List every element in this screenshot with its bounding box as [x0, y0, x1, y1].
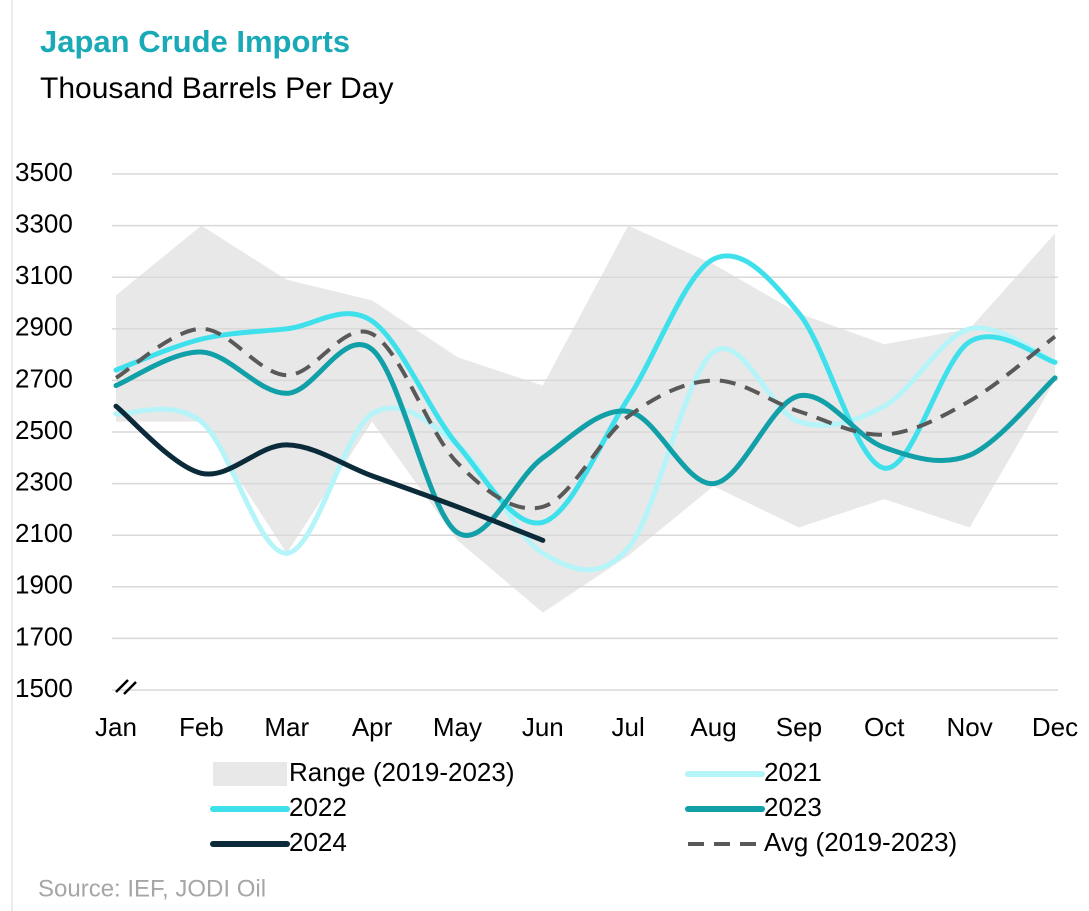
y-tick-label: 1700 — [15, 621, 73, 651]
series-line — [113, 253, 1058, 526]
series-line — [113, 403, 546, 543]
y-tick-label: 2100 — [15, 518, 73, 548]
axis-break — [115, 679, 137, 695]
legend-swatch — [213, 762, 287, 786]
series-line — [113, 325, 1058, 573]
chart-title: Japan Crude Imports — [40, 24, 350, 59]
x-tick-label: Mar — [264, 712, 309, 742]
x-tick-label: Aug — [690, 712, 736, 742]
x-tick-label: Jan — [95, 712, 137, 742]
x-tick-label: Sep — [776, 712, 822, 742]
series-line — [114, 326, 1057, 511]
y-tick-label: 2500 — [15, 415, 73, 445]
legend-label: 2022 — [289, 792, 347, 822]
y-tick-label: 3300 — [15, 208, 73, 238]
legend-label: Avg (2019-2023) — [764, 827, 957, 857]
x-tick-label: Apr — [352, 712, 393, 742]
source: Source: IEF, JODI Oil — [38, 875, 266, 902]
x-tick-label: Nov — [947, 712, 993, 742]
y-tick-label: 3100 — [15, 260, 73, 290]
y-tick-label: 2700 — [15, 363, 73, 393]
x-tick-label: Oct — [864, 712, 905, 742]
series-line — [113, 342, 1058, 538]
y-tick-label: 2900 — [15, 312, 73, 342]
x-tick-label: Dec — [1032, 712, 1078, 742]
legend-label: 2023 — [764, 792, 822, 822]
chart-subtitle: Thousand Barrels Per Day — [40, 72, 394, 105]
legend-label: 2024 — [289, 827, 347, 857]
x-tick-label: Jun — [522, 712, 564, 742]
y-tick-label: 1500 — [15, 673, 73, 703]
legend-label: 2021 — [764, 757, 822, 787]
y-tick-label: 1900 — [15, 570, 73, 600]
y-tick-label: 2300 — [15, 466, 73, 496]
x-tick-label: Jul — [612, 712, 645, 742]
y-tick-label: 3500 — [15, 157, 73, 187]
legend-label: Range (2019-2023) — [289, 757, 515, 787]
range-band — [116, 225, 1055, 613]
x-tick-label: May — [433, 712, 482, 742]
x-tick-label: Feb — [179, 712, 224, 742]
